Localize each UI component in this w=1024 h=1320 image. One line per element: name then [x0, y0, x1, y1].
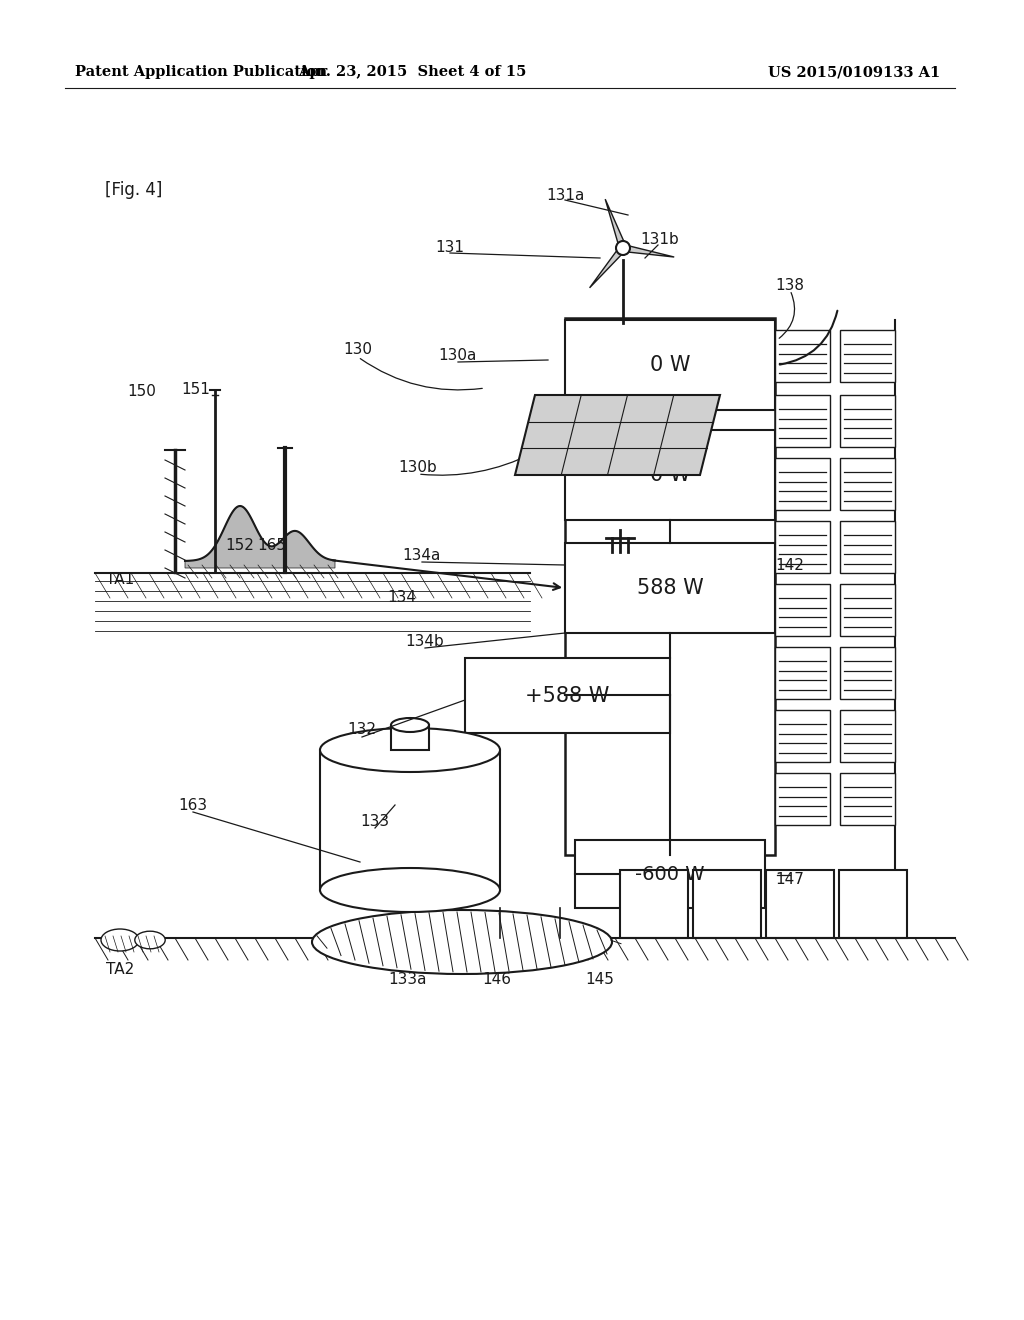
Circle shape [616, 242, 630, 255]
Bar [775, 710, 830, 762]
Text: 151: 151 [181, 383, 211, 397]
Text: 131b: 131b [641, 232, 679, 248]
Bar [840, 458, 895, 510]
Bar [840, 710, 895, 762]
Ellipse shape [135, 931, 165, 949]
Text: TA1: TA1 [105, 573, 134, 587]
Bar [775, 458, 830, 510]
Polygon shape [515, 395, 720, 475]
Bar [775, 330, 830, 381]
Bar [775, 774, 830, 825]
Bar [565, 543, 775, 634]
Bar [565, 318, 775, 855]
Ellipse shape [312, 909, 612, 974]
Bar [465, 657, 670, 733]
Text: 131: 131 [435, 240, 465, 256]
Ellipse shape [101, 929, 139, 950]
Text: Patent Application Publication: Patent Application Publication [75, 65, 327, 79]
Bar [840, 774, 895, 825]
Polygon shape [605, 199, 627, 249]
Bar [840, 330, 895, 381]
Bar [775, 395, 830, 447]
Text: 165: 165 [257, 537, 287, 553]
Ellipse shape [319, 729, 500, 772]
Bar [766, 870, 834, 939]
Text: 146: 146 [482, 973, 512, 987]
Text: +588 W: +588 W [525, 685, 609, 705]
Text: Apr. 23, 2015  Sheet 4 of 15: Apr. 23, 2015 Sheet 4 of 15 [298, 65, 526, 79]
Bar [775, 647, 830, 700]
Text: 145: 145 [586, 973, 614, 987]
Bar [693, 870, 761, 939]
Bar [840, 583, 895, 636]
Text: 150: 150 [128, 384, 157, 400]
Polygon shape [185, 506, 335, 568]
Text: 133: 133 [360, 814, 389, 829]
Text: TA2: TA2 [105, 962, 134, 978]
Ellipse shape [391, 718, 429, 733]
Text: 134a: 134a [402, 548, 441, 562]
Text: 130b: 130b [398, 461, 437, 475]
Bar [565, 319, 775, 411]
Text: 134: 134 [387, 590, 417, 606]
Text: -600 W: -600 W [635, 865, 705, 883]
Text: 133a: 133a [389, 973, 427, 987]
Text: 588 W: 588 W [637, 578, 703, 598]
Bar [620, 870, 688, 939]
Polygon shape [623, 244, 674, 257]
Text: 132: 132 [347, 722, 377, 738]
Text: 163: 163 [178, 797, 208, 813]
Bar [775, 583, 830, 636]
Text: 142: 142 [775, 557, 805, 573]
Text: 138: 138 [775, 277, 805, 293]
Text: 134b: 134b [406, 635, 444, 649]
Bar [391, 725, 429, 750]
Bar [840, 647, 895, 700]
Text: 147: 147 [775, 873, 805, 887]
Polygon shape [590, 246, 626, 288]
Ellipse shape [319, 869, 500, 912]
Bar [840, 521, 895, 573]
Bar [775, 521, 830, 573]
Bar [840, 395, 895, 447]
Text: 0 W: 0 W [650, 355, 690, 375]
Text: 131a: 131a [546, 187, 584, 202]
Text: 130a: 130a [439, 347, 477, 363]
Bar [565, 430, 775, 520]
Text: US 2015/0109133 A1: US 2015/0109133 A1 [768, 65, 940, 79]
Bar [575, 840, 765, 908]
Text: 130: 130 [343, 342, 373, 358]
Bar [839, 870, 907, 939]
Text: [Fig. 4]: [Fig. 4] [105, 181, 163, 199]
Text: 152: 152 [225, 537, 254, 553]
Text: 0 W: 0 W [650, 465, 690, 484]
